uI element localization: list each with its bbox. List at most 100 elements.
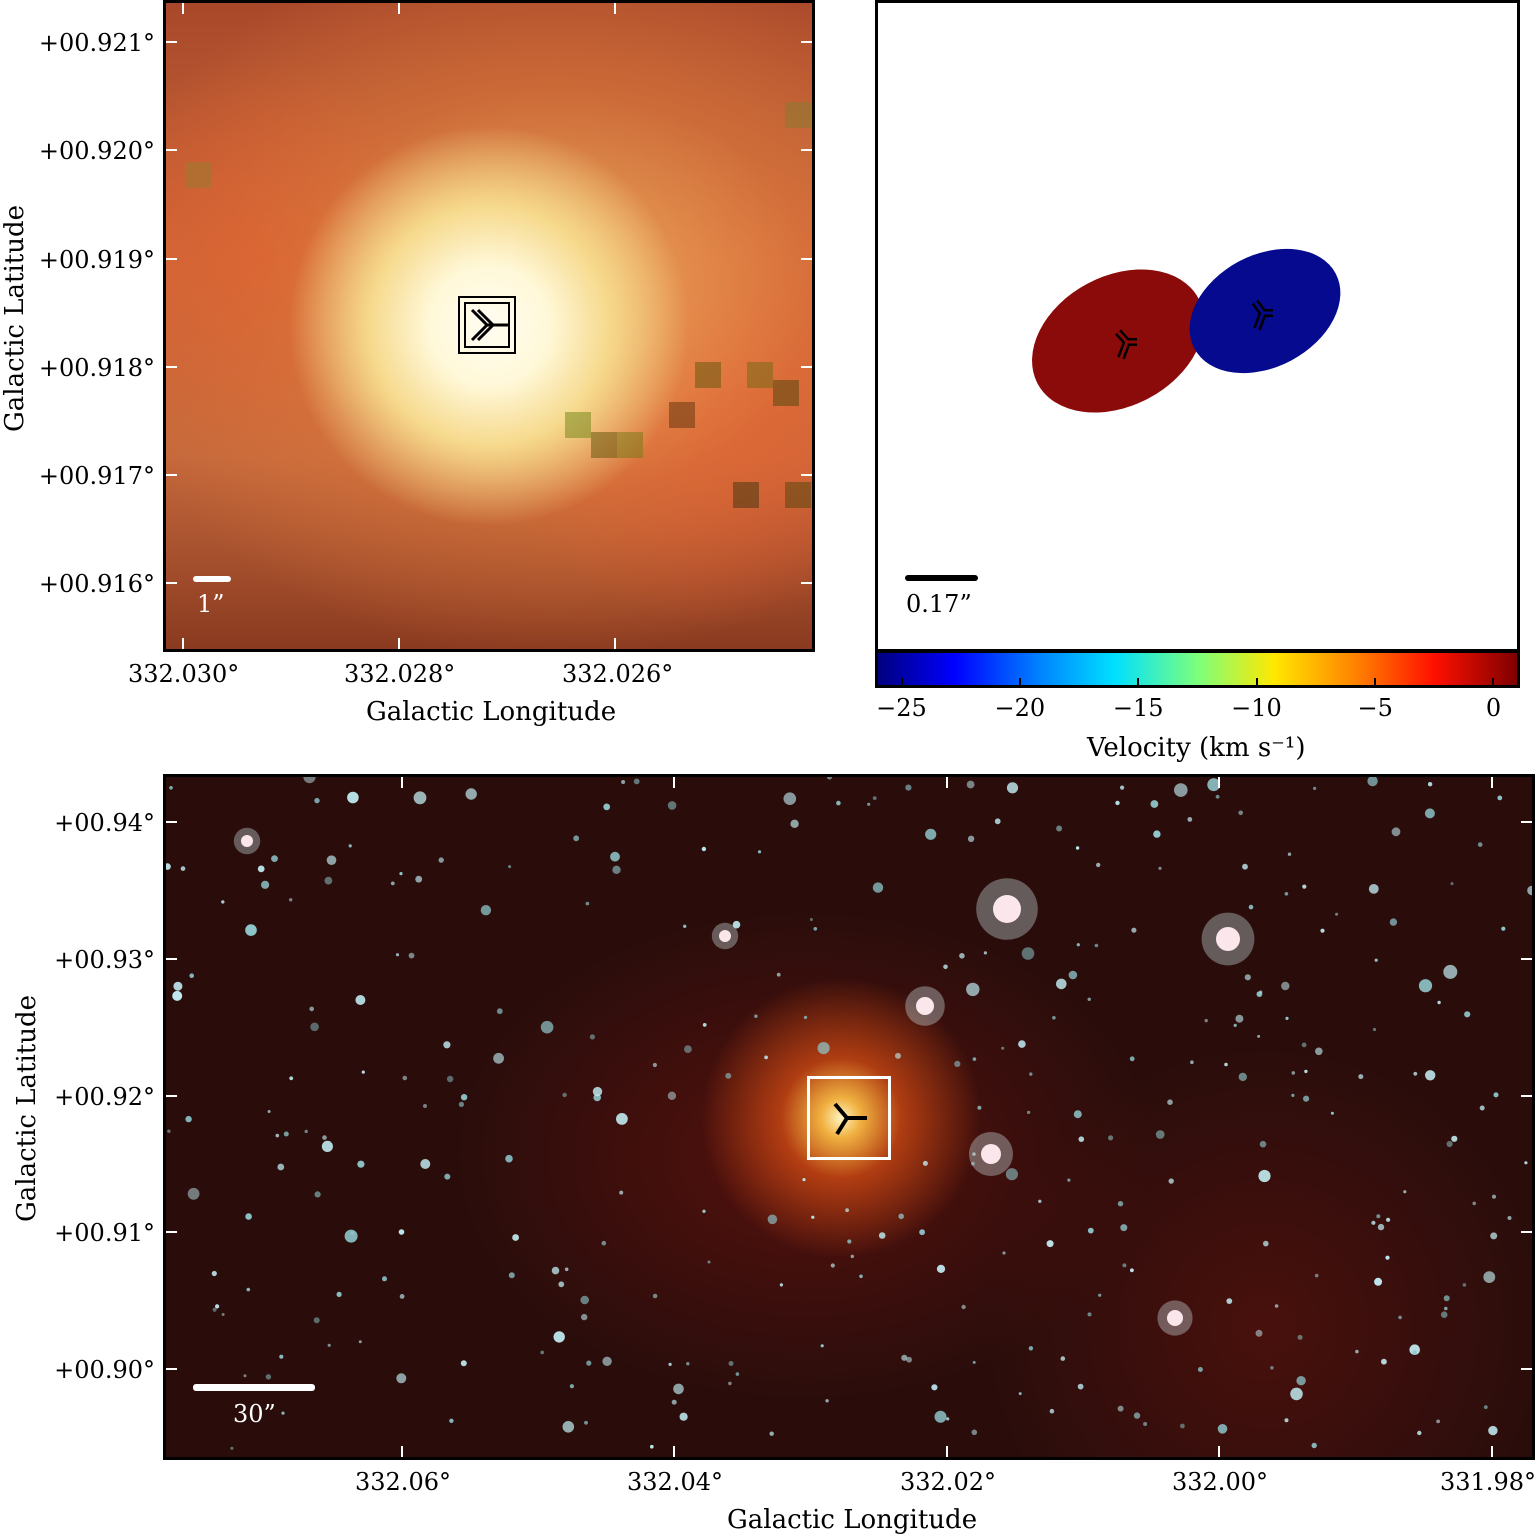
- star: [603, 803, 611, 811]
- star: [610, 851, 620, 862]
- star: [1436, 1419, 1440, 1424]
- star: [1056, 825, 1063, 832]
- star: [850, 1254, 854, 1259]
- star: [1424, 808, 1435, 819]
- star: [1524, 1161, 1528, 1165]
- star: [898, 1213, 904, 1220]
- star: [1235, 1014, 1244, 1023]
- star: [1150, 800, 1159, 808]
- tl-marker-box: [458, 296, 516, 354]
- star: [584, 1420, 588, 1425]
- star: [1386, 1217, 1391, 1222]
- star: [702, 1023, 707, 1027]
- star: [1096, 862, 1101, 868]
- star: [707, 1260, 711, 1264]
- star: [901, 1354, 908, 1361]
- star: [1385, 1255, 1390, 1260]
- star: [1258, 1169, 1271, 1183]
- star: [1038, 1199, 1042, 1203]
- star: [1117, 1405, 1124, 1412]
- star: [1284, 892, 1289, 896]
- star: [1018, 1040, 1026, 1048]
- star: [1425, 1070, 1436, 1081]
- star: [1355, 1349, 1359, 1354]
- star: [732, 920, 741, 929]
- colorbar-tick-label: −25: [876, 694, 927, 722]
- star: [1226, 1298, 1233, 1304]
- star: [267, 1110, 271, 1113]
- star: [1472, 1201, 1476, 1206]
- star: [895, 1052, 901, 1059]
- star: [399, 1294, 405, 1299]
- star: [1418, 979, 1433, 993]
- bottom-tick-marks: [166, 777, 1532, 1457]
- star: [769, 1431, 774, 1436]
- colorbar-label: Velocity (km s⁻¹): [1087, 733, 1305, 763]
- bright-star: [993, 895, 1021, 923]
- star: [1446, 1140, 1453, 1148]
- tl-xlabel: Galactic Longitude: [366, 697, 617, 727]
- star: [802, 1178, 806, 1182]
- star: [1073, 1110, 1082, 1119]
- star: [465, 788, 477, 800]
- star: [581, 1313, 588, 1321]
- star: [652, 1293, 658, 1299]
- bottom-ytick-2: +00.92°: [54, 1083, 155, 1111]
- colorbar-tick-label: 0: [1485, 694, 1502, 722]
- star: [925, 828, 937, 840]
- star: [1443, 964, 1458, 979]
- star: [313, 1317, 320, 1324]
- star: [1076, 943, 1080, 947]
- star: [279, 1354, 284, 1359]
- star: [540, 1350, 544, 1355]
- star: [1224, 1062, 1228, 1067]
- tl-ytick-3: +00.918°: [38, 354, 155, 382]
- bottom-xtick-1: 332.04°: [627, 1468, 723, 1496]
- star: [994, 818, 1001, 825]
- star: [1464, 1011, 1471, 1018]
- tl-xtick-2: 332.026°: [562, 660, 674, 688]
- star: [650, 1444, 654, 1449]
- star: [1143, 1422, 1148, 1426]
- star: [347, 791, 359, 804]
- bottom-ytick-1: +00.93°: [54, 946, 155, 974]
- star: [1098, 1293, 1102, 1297]
- star: [458, 1101, 464, 1107]
- star: [764, 1055, 768, 1060]
- star: [1450, 882, 1454, 886]
- star: [327, 1343, 331, 1347]
- star: [1094, 943, 1099, 948]
- star: [449, 1418, 454, 1423]
- star: [446, 1075, 454, 1083]
- star-field: [165, 776, 1533, 1450]
- star: [167, 1129, 171, 1133]
- star: [165, 863, 171, 870]
- star: [1376, 1214, 1381, 1219]
- star: [1131, 927, 1137, 933]
- star: [304, 1129, 308, 1134]
- bright-star: [719, 930, 731, 942]
- star: [972, 1360, 976, 1364]
- star: [1006, 782, 1019, 794]
- star: [1255, 1329, 1263, 1337]
- bright-star: [916, 997, 934, 1015]
- star: [790, 819, 799, 828]
- tl-ytick-1: +00.920°: [38, 137, 155, 165]
- tl-ytick-0: +00.921°: [38, 29, 155, 57]
- star: [1479, 1105, 1485, 1111]
- star: [1490, 1232, 1498, 1240]
- star: [809, 918, 813, 921]
- star: [580, 1295, 589, 1305]
- star: [444, 1173, 451, 1180]
- star: [1374, 958, 1378, 962]
- star: [1130, 1268, 1134, 1273]
- star: [671, 1399, 677, 1405]
- star: [261, 880, 270, 889]
- star: [1287, 852, 1292, 856]
- star: [585, 901, 590, 906]
- star: [725, 1072, 732, 1079]
- star: [187, 1187, 200, 1200]
- star: [683, 924, 687, 928]
- star: [1067, 1178, 1071, 1182]
- star: [289, 898, 293, 902]
